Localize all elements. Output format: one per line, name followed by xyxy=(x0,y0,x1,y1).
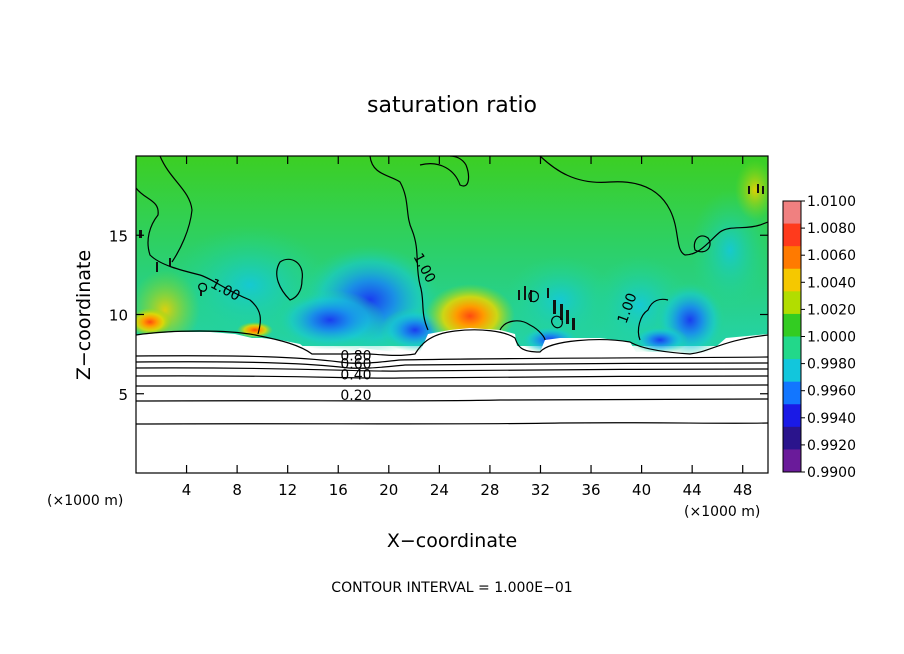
colorbar-label: 0.9940 xyxy=(807,411,856,427)
colorbar-swatch xyxy=(783,381,801,405)
x-unit-right: (×1000 m) xyxy=(684,504,760,520)
contour-label: 0.20 xyxy=(340,388,371,404)
colorbar-swatch xyxy=(783,336,801,360)
contour-label: 0.40 xyxy=(340,367,371,383)
x-tick-label: 4 xyxy=(182,481,192,499)
colorbar-label: 0.9980 xyxy=(807,357,856,373)
x-tick-label: 12 xyxy=(278,481,297,499)
colorbar-label: 0.9900 xyxy=(807,465,856,481)
contour-label: 0.80 xyxy=(340,348,371,364)
colorbar-swatch xyxy=(783,201,801,225)
colorbar-swatch xyxy=(783,291,801,315)
colorbar-label: 1.0080 xyxy=(807,221,856,237)
colorbar: 1.0100 1.0080 1.0060 1.0040 1.0020 1.0000 0.99… xyxy=(782,194,856,481)
colorbar-label: 1.0000 xyxy=(807,330,856,346)
colorbar-swatch xyxy=(783,449,801,473)
y-tick-label: 15 xyxy=(109,227,128,245)
colorbar-label: 1.0060 xyxy=(807,248,856,264)
x-tick-label: 16 xyxy=(329,481,348,499)
colorbar-swatch xyxy=(783,268,801,292)
y-tick-label: 10 xyxy=(109,307,128,325)
y-axis-ticks: 5 10 15 xyxy=(109,227,768,404)
colorbar-label: 1.0100 xyxy=(807,194,856,210)
x-tick-label: 8 xyxy=(232,481,242,499)
contour-label: 0.60 xyxy=(340,356,371,372)
x-axis-ticks: 4 8 12 16 20 24 28 32 36 40 44 48 xyxy=(182,156,752,499)
x-unit-left: (×1000 m) xyxy=(47,493,123,509)
x-tick-label: 44 xyxy=(683,481,702,499)
saturation-field xyxy=(136,156,768,473)
colorbar-label: 0.9960 xyxy=(807,384,856,400)
colorbar-swatch xyxy=(783,313,801,337)
x-tick-label: 36 xyxy=(581,481,600,499)
y-tick-label: 5 xyxy=(118,386,128,404)
x-tick-label: 32 xyxy=(531,481,550,499)
y-axis-label: Z−coordinate xyxy=(73,250,95,380)
colorbar-label: 1.0040 xyxy=(807,275,856,291)
colorbar-swatch xyxy=(783,404,801,428)
x-tick-label: 24 xyxy=(430,481,449,499)
colorbar-swatch xyxy=(783,359,801,383)
chart-title: saturation ratio xyxy=(367,93,537,118)
x-tick-label: 28 xyxy=(480,481,499,499)
x-tick-label: 20 xyxy=(379,481,398,499)
x-tick-label: 40 xyxy=(632,481,651,499)
x-axis-label: X−coordinate xyxy=(387,530,517,552)
colorbar-swatch xyxy=(783,426,801,450)
colorbar-swatch xyxy=(783,246,801,270)
contour-interval-note: CONTOUR INTERVAL = 1.000E−01 xyxy=(331,580,572,596)
x-tick-label: 48 xyxy=(733,481,752,499)
colorbar-label: 0.9920 xyxy=(807,438,856,454)
colorbar-label: 1.0020 xyxy=(807,302,856,318)
colorbar-swatch xyxy=(783,223,801,247)
